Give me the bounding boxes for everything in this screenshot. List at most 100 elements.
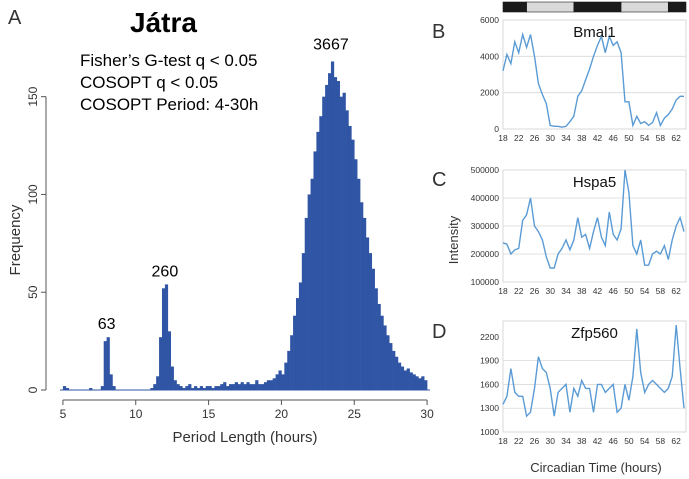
histogram-bar xyxy=(170,366,174,390)
y-tick-label: 1600 xyxy=(480,379,499,389)
histogram-bar xyxy=(205,386,209,390)
histogram-bar xyxy=(293,315,297,390)
x-tick-label: 18 xyxy=(498,436,508,446)
histogram-bar xyxy=(290,335,294,390)
histogram-bar xyxy=(261,384,265,390)
histogram-bar xyxy=(240,382,244,390)
histogram-bar xyxy=(223,382,227,390)
histogram-bar xyxy=(412,374,416,390)
histogram-x-tick-label: 25 xyxy=(348,407,362,421)
x-tick-label: 30 xyxy=(545,133,555,143)
histogram-bar xyxy=(237,384,241,390)
histogram-bar xyxy=(392,350,396,390)
y-tick-label: 400000 xyxy=(471,193,500,203)
histogram-x-tick-label: 15 xyxy=(202,407,216,421)
chart-title: Hspa5 xyxy=(573,174,616,191)
histogram-bar xyxy=(365,237,370,390)
histogram-bar xyxy=(383,325,387,390)
histogram-bar xyxy=(362,217,367,390)
x-tick-label: 26 xyxy=(530,286,540,296)
histogram-bar xyxy=(400,366,405,390)
histogram-bar xyxy=(328,73,332,390)
y-tick-label: 2000 xyxy=(480,88,499,98)
series-line xyxy=(502,169,685,269)
histogram-x-axis-label: Period Length (hours) xyxy=(172,429,317,446)
histogram-bar xyxy=(374,288,378,390)
histogram-bar xyxy=(156,376,160,390)
histogram-y-tick-label: 100 xyxy=(26,184,40,204)
x-tick-label: 58 xyxy=(656,286,666,296)
x-tick-label: 54 xyxy=(640,286,650,296)
histogram-bar xyxy=(226,386,230,390)
histogram-bar xyxy=(220,384,224,390)
histogram-bar xyxy=(357,178,361,390)
histogram-bar xyxy=(310,178,314,390)
histogram-bar xyxy=(231,384,236,390)
histogram-bar xyxy=(295,298,300,390)
histogram-bar xyxy=(255,380,259,390)
histogram-peak-label: 63 xyxy=(98,316,116,333)
histogram-bar xyxy=(89,388,93,390)
histogram-bar xyxy=(173,380,177,390)
x-tick-label: 18 xyxy=(498,286,508,296)
histogram-bar xyxy=(368,253,373,390)
histogram-bar xyxy=(188,384,192,390)
histogram-bar xyxy=(284,362,288,390)
light-dark-bar xyxy=(502,1,687,13)
histogram-bar xyxy=(424,380,428,390)
series-line xyxy=(502,31,684,128)
histogram-axes: 5 10 15 20 25 30 0 50 100 150 xyxy=(26,86,434,421)
histogram-bar xyxy=(252,384,256,390)
phase-dark-segment xyxy=(667,1,687,13)
histogram-bar xyxy=(202,388,206,390)
histogram-bar xyxy=(298,282,303,390)
histogram-bar xyxy=(65,388,70,390)
histogram-bar xyxy=(196,388,201,390)
y-tick-label: 300000 xyxy=(471,221,500,231)
x-tick-label: 46 xyxy=(608,133,618,143)
histogram-bar xyxy=(199,386,204,390)
histogram-bar xyxy=(406,368,410,390)
phase-light-segment xyxy=(620,1,669,13)
panel-c-hspa5-chart: 100000 200000 300000 400000 500000 18 22 26 30 34… xyxy=(471,165,687,296)
histogram-peak-label: 3667 xyxy=(313,37,349,54)
phase-dark-segment xyxy=(502,1,527,13)
histogram-bar xyxy=(351,139,355,390)
histogram-bar xyxy=(243,384,247,390)
histogram-x-tick-label: 5 xyxy=(60,407,67,421)
annotation-cosopt-q: COSOPT q < 0.05 xyxy=(80,73,218,92)
histogram-bar xyxy=(150,388,154,390)
histogram-bar xyxy=(167,331,172,390)
y-tick-label: 100000 xyxy=(471,277,500,287)
histogram-bar xyxy=(153,384,157,390)
x-tick-label: 46 xyxy=(608,436,618,446)
histogram-bar xyxy=(194,386,198,390)
x-tick-label: 50 xyxy=(624,133,634,143)
histogram-bar xyxy=(307,194,311,390)
histogram-bar xyxy=(348,126,352,390)
phase-light-segment xyxy=(526,1,575,13)
histogram-bar xyxy=(234,382,239,390)
histogram-bar xyxy=(191,388,195,390)
y-tick-label: 1900 xyxy=(480,356,499,366)
annotation-gtest: Fisher’s G-test q < 0.05 xyxy=(80,51,257,70)
x-tick-label: 58 xyxy=(656,436,666,446)
histogram-bar xyxy=(112,386,116,390)
histogram-x-tick-label: 10 xyxy=(129,407,143,421)
histogram-bar xyxy=(159,337,163,390)
histogram-bar xyxy=(360,202,364,390)
y-tick-label: 2200 xyxy=(480,332,499,342)
x-tick-label: 26 xyxy=(530,133,540,143)
histogram-y-tick-label: 150 xyxy=(26,86,40,106)
histogram-bar xyxy=(330,61,335,390)
histogram-bar xyxy=(342,92,346,390)
histogram-y-tick-label: 0 xyxy=(26,386,40,393)
histogram-bar xyxy=(313,151,317,390)
histogram-bar xyxy=(403,370,407,390)
histogram-bar xyxy=(322,96,326,391)
histogram-bar xyxy=(263,382,268,390)
plot-frame xyxy=(502,19,687,130)
panel-a-title: Játra xyxy=(130,7,197,38)
y-tick-label: 200000 xyxy=(471,249,500,259)
